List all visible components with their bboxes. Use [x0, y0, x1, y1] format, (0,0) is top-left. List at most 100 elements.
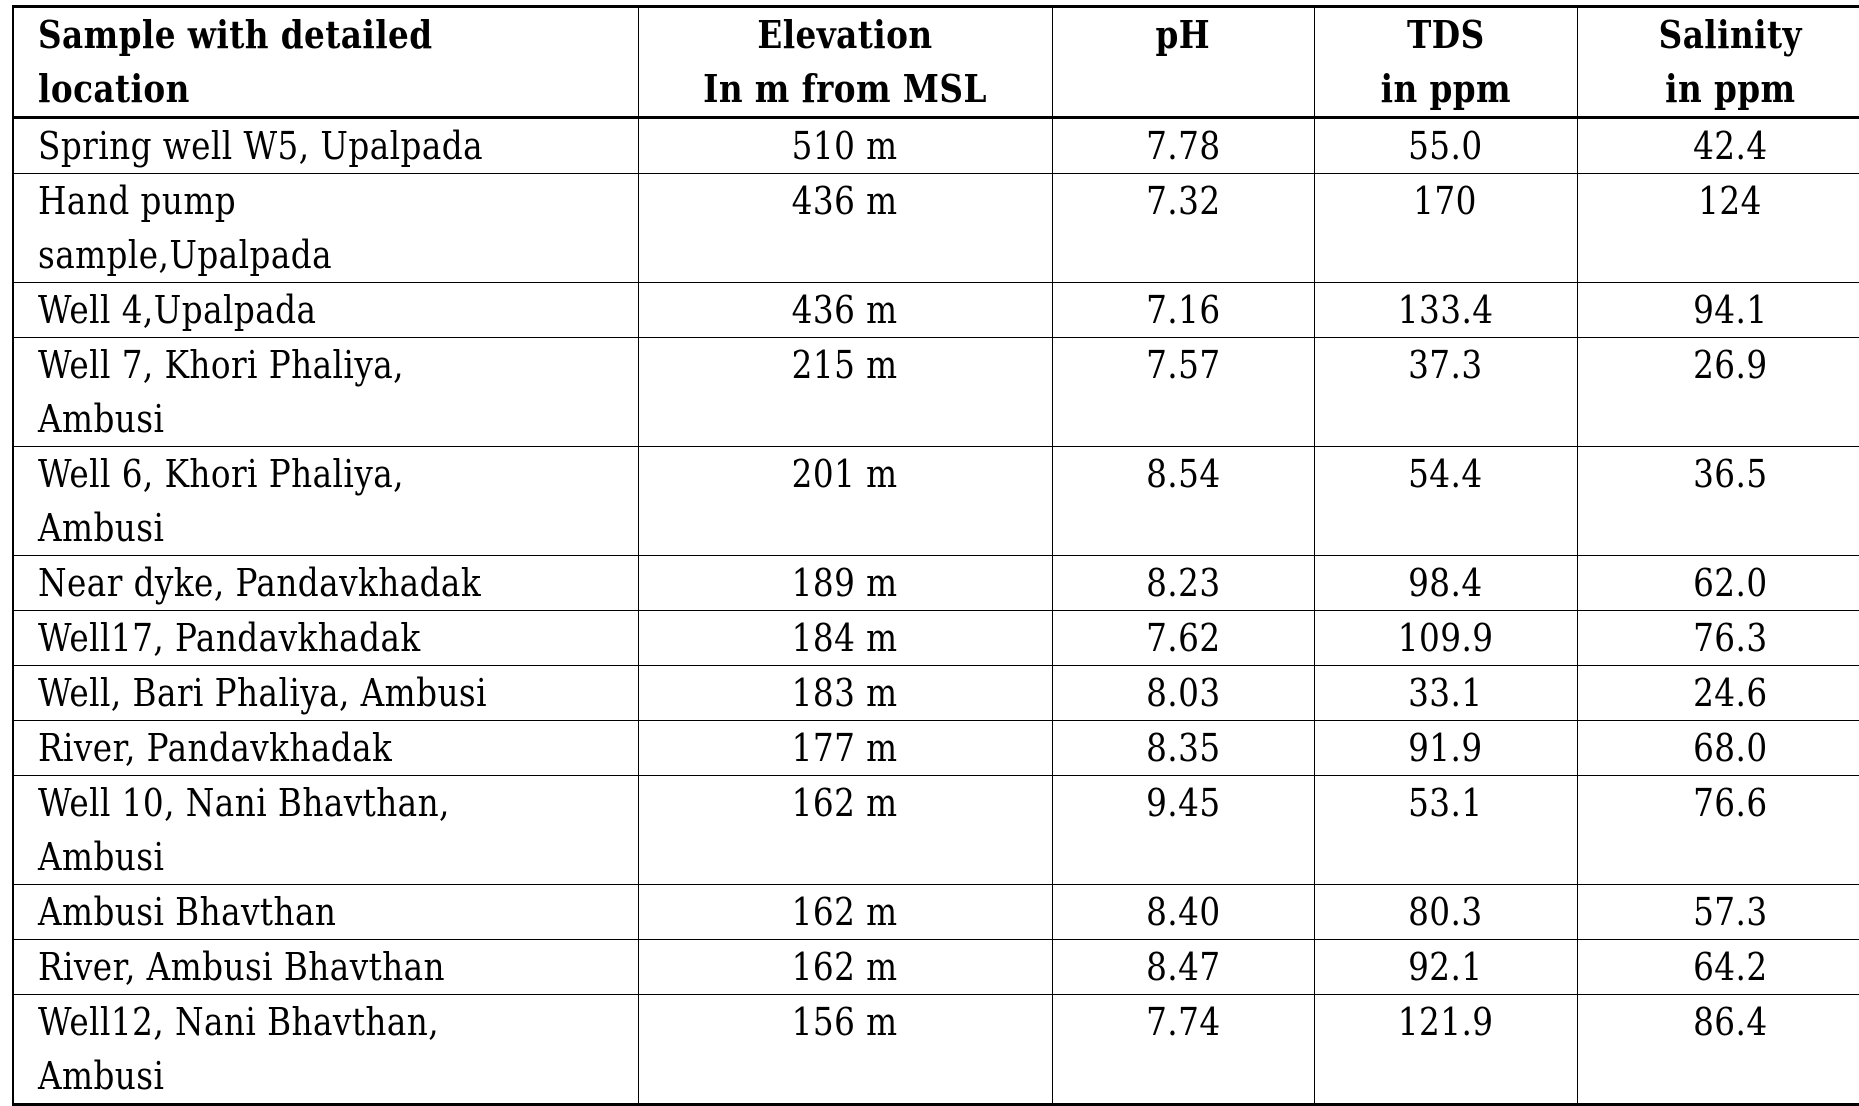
salinity-text: 76.6 [1692, 781, 1768, 825]
cell-location: Well 10, Nani Bhavthan, Ambusi [12, 775, 639, 885]
elevation-text: 156 m [792, 1000, 898, 1044]
cell-ph: 8.35 [1051, 720, 1315, 776]
tds-text: 133.4 [1397, 288, 1494, 332]
elevation-text: 436 m [792, 288, 898, 332]
tds-text: 53.1 [1408, 781, 1483, 825]
cell-ph: 7.78 [1051, 117, 1315, 174]
cell-elevation: 162 m [637, 775, 1053, 885]
location-text: Well17, Pandavkhadak [38, 616, 421, 660]
cell-location: Well 4,Upalpada [12, 282, 639, 338]
cell-location: Spring well W5, Upalpada [12, 117, 639, 174]
table-row: Well, Bari Phaliya, Ambusi 183 m 8.03 33.1 2… [12, 665, 1859, 721]
cell-elevation: 436 m [637, 173, 1053, 283]
location-text: River, Pandavkhadak [38, 726, 393, 770]
cell-elevation: 436 m [637, 282, 1053, 338]
cell-ph: 8.23 [1051, 555, 1315, 611]
cell-elevation: 183 m [637, 665, 1053, 721]
elevation-text: 215 m [792, 343, 898, 387]
location-text: Well 7, Khori Phaliya, Ambusi [38, 343, 404, 441]
cell-salinity: 124 [1576, 173, 1859, 283]
table-row: River, Ambusi Bhavthan 162 m 8.47 92.1 64.2 [12, 939, 1859, 995]
cell-elevation: 201 m [637, 446, 1053, 556]
header-tds: TDS in ppm [1313, 5, 1578, 119]
table-row: Well 4,Upalpada 436 m 7.16 133.4 94.1 [12, 282, 1859, 338]
cell-tds: 91.9 [1313, 720, 1578, 776]
tds-text: 54.4 [1408, 452, 1483, 496]
cell-salinity: 42.4 [1576, 117, 1859, 174]
elevation-text: 177 m [792, 726, 898, 770]
cell-elevation: 189 m [637, 555, 1053, 611]
elevation-text: 189 m [792, 561, 898, 605]
table-row: Well 7, Khori Phaliya, Ambusi 215 m 7.57 37… [12, 337, 1859, 447]
table-row: Well 10, Nani Bhavthan, Ambusi 162 m 9.45 5… [12, 775, 1859, 885]
cell-location: Well 6, Khori Phaliya, Ambusi [12, 446, 639, 556]
header-salinity: Salinity in ppm [1576, 5, 1859, 119]
cell-salinity: 64.2 [1576, 939, 1859, 995]
cell-elevation: 162 m [637, 939, 1053, 995]
salinity-text: 57.3 [1692, 890, 1768, 934]
elevation-text: 184 m [792, 616, 898, 660]
table-row: Spring well W5, Upalpada 510 m 7.78 55.0 42.… [12, 117, 1859, 174]
ph-text: 7.57 [1145, 343, 1221, 387]
cell-tds: 133.4 [1313, 282, 1578, 338]
tds-text: 98.4 [1408, 561, 1483, 605]
cell-elevation: 184 m [637, 610, 1053, 666]
header-location: Sample with detailed location [12, 5, 639, 119]
cell-salinity: 94.1 [1576, 282, 1859, 338]
salinity-text: 68.0 [1692, 726, 1768, 770]
location-text: Well12, Nani Bhavthan, Ambusi [38, 1000, 440, 1098]
table-row: River, Pandavkhadak 177 m 8.35 91.9 68.0 [12, 720, 1859, 776]
location-text: Ambusi Bhavthan [38, 890, 337, 934]
cell-location: Well12, Nani Bhavthan, Ambusi [12, 994, 639, 1106]
table-row: Near dyke, Pandavkhadak 189 m 8.23 98.4 62.0 [12, 555, 1859, 611]
cell-ph: 9.45 [1051, 775, 1315, 885]
ph-text: 7.62 [1145, 616, 1221, 660]
cell-location: Well 7, Khori Phaliya, Ambusi [12, 337, 639, 447]
cell-ph: 7.57 [1051, 337, 1315, 447]
location-text: River, Ambusi Bhavthan [38, 945, 446, 989]
cell-elevation: 215 m [637, 337, 1053, 447]
location-text: Hand pump sample,Upalpada [38, 179, 332, 277]
cell-ph: 7.16 [1051, 282, 1315, 338]
cell-tds: 55.0 [1313, 117, 1578, 174]
cell-tds: 92.1 [1313, 939, 1578, 995]
salinity-text: 76.3 [1692, 616, 1768, 660]
tds-text: 55.0 [1408, 124, 1483, 168]
cell-location: River, Pandavkhadak [12, 720, 639, 776]
tds-text: 121.9 [1397, 1000, 1494, 1044]
salinity-text: 94.1 [1692, 288, 1768, 332]
ph-text: 8.40 [1145, 890, 1221, 934]
elevation-text: 162 m [792, 781, 898, 825]
cell-salinity: 68.0 [1576, 720, 1859, 776]
cell-location: Hand pump sample,Upalpada [12, 173, 639, 283]
header-ph: pH [1051, 5, 1315, 119]
table-row: Well17, Pandavkhadak 184 m 7.62 109.9 76.3 [12, 610, 1859, 666]
ph-text: 7.32 [1145, 179, 1221, 223]
location-text: Well 10, Nani Bhavthan, Ambusi [38, 781, 450, 879]
table-row: Well 6, Khori Phaliya, Ambusi 201 m 8.54 54… [12, 446, 1859, 556]
salinity-text: 62.0 [1692, 561, 1768, 605]
elevation-text: 510 m [792, 124, 898, 168]
tds-text: 170 [1413, 179, 1478, 223]
cell-elevation: 510 m [637, 117, 1053, 174]
location-text: Spring well W5, Upalpada [38, 124, 484, 168]
cell-salinity: 36.5 [1576, 446, 1859, 556]
cell-tds: 170 [1313, 173, 1578, 283]
cell-salinity: 24.6 [1576, 665, 1859, 721]
elevation-text: 162 m [792, 945, 898, 989]
table-row: Hand pump sample,Upalpada 436 m 7.32 170 124 [12, 173, 1859, 283]
cell-ph: 8.54 [1051, 446, 1315, 556]
elevation-text: 201 m [792, 452, 898, 496]
cell-ph: 8.40 [1051, 884, 1315, 940]
location-text: Well 4,Upalpada [38, 288, 317, 332]
salinity-text: 26.9 [1692, 343, 1768, 387]
cell-location: Ambusi Bhavthan [12, 884, 639, 940]
cell-salinity: 76.3 [1576, 610, 1859, 666]
ph-text: 8.23 [1145, 561, 1221, 605]
cell-ph: 7.62 [1051, 610, 1315, 666]
cell-elevation: 156 m [637, 994, 1053, 1106]
elevation-text: 162 m [792, 890, 898, 934]
tds-text: 92.1 [1408, 945, 1483, 989]
salinity-text: 64.2 [1692, 945, 1768, 989]
tds-text: 37.3 [1408, 343, 1483, 387]
